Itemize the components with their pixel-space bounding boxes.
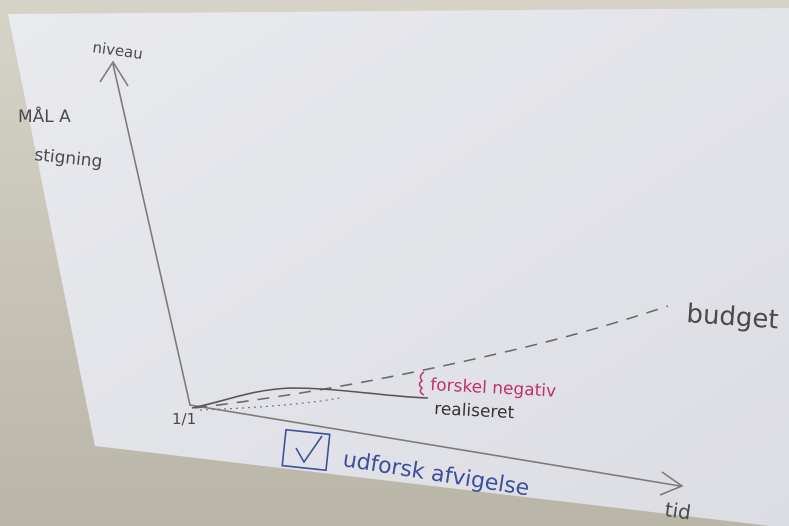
actual-label: realiseret xyxy=(434,399,515,423)
page: niveau MÅL A stigning 1/1 budget forskel… xyxy=(0,0,789,526)
budget-label: budget xyxy=(686,299,780,335)
goal-title: MÅL A xyxy=(18,105,71,127)
photo: niveau MÅL A stigning 1/1 budget forskel… xyxy=(0,0,789,526)
origin-label: 1/1 xyxy=(172,410,196,428)
paper xyxy=(8,8,789,526)
x-axis-label: tid xyxy=(663,497,692,524)
